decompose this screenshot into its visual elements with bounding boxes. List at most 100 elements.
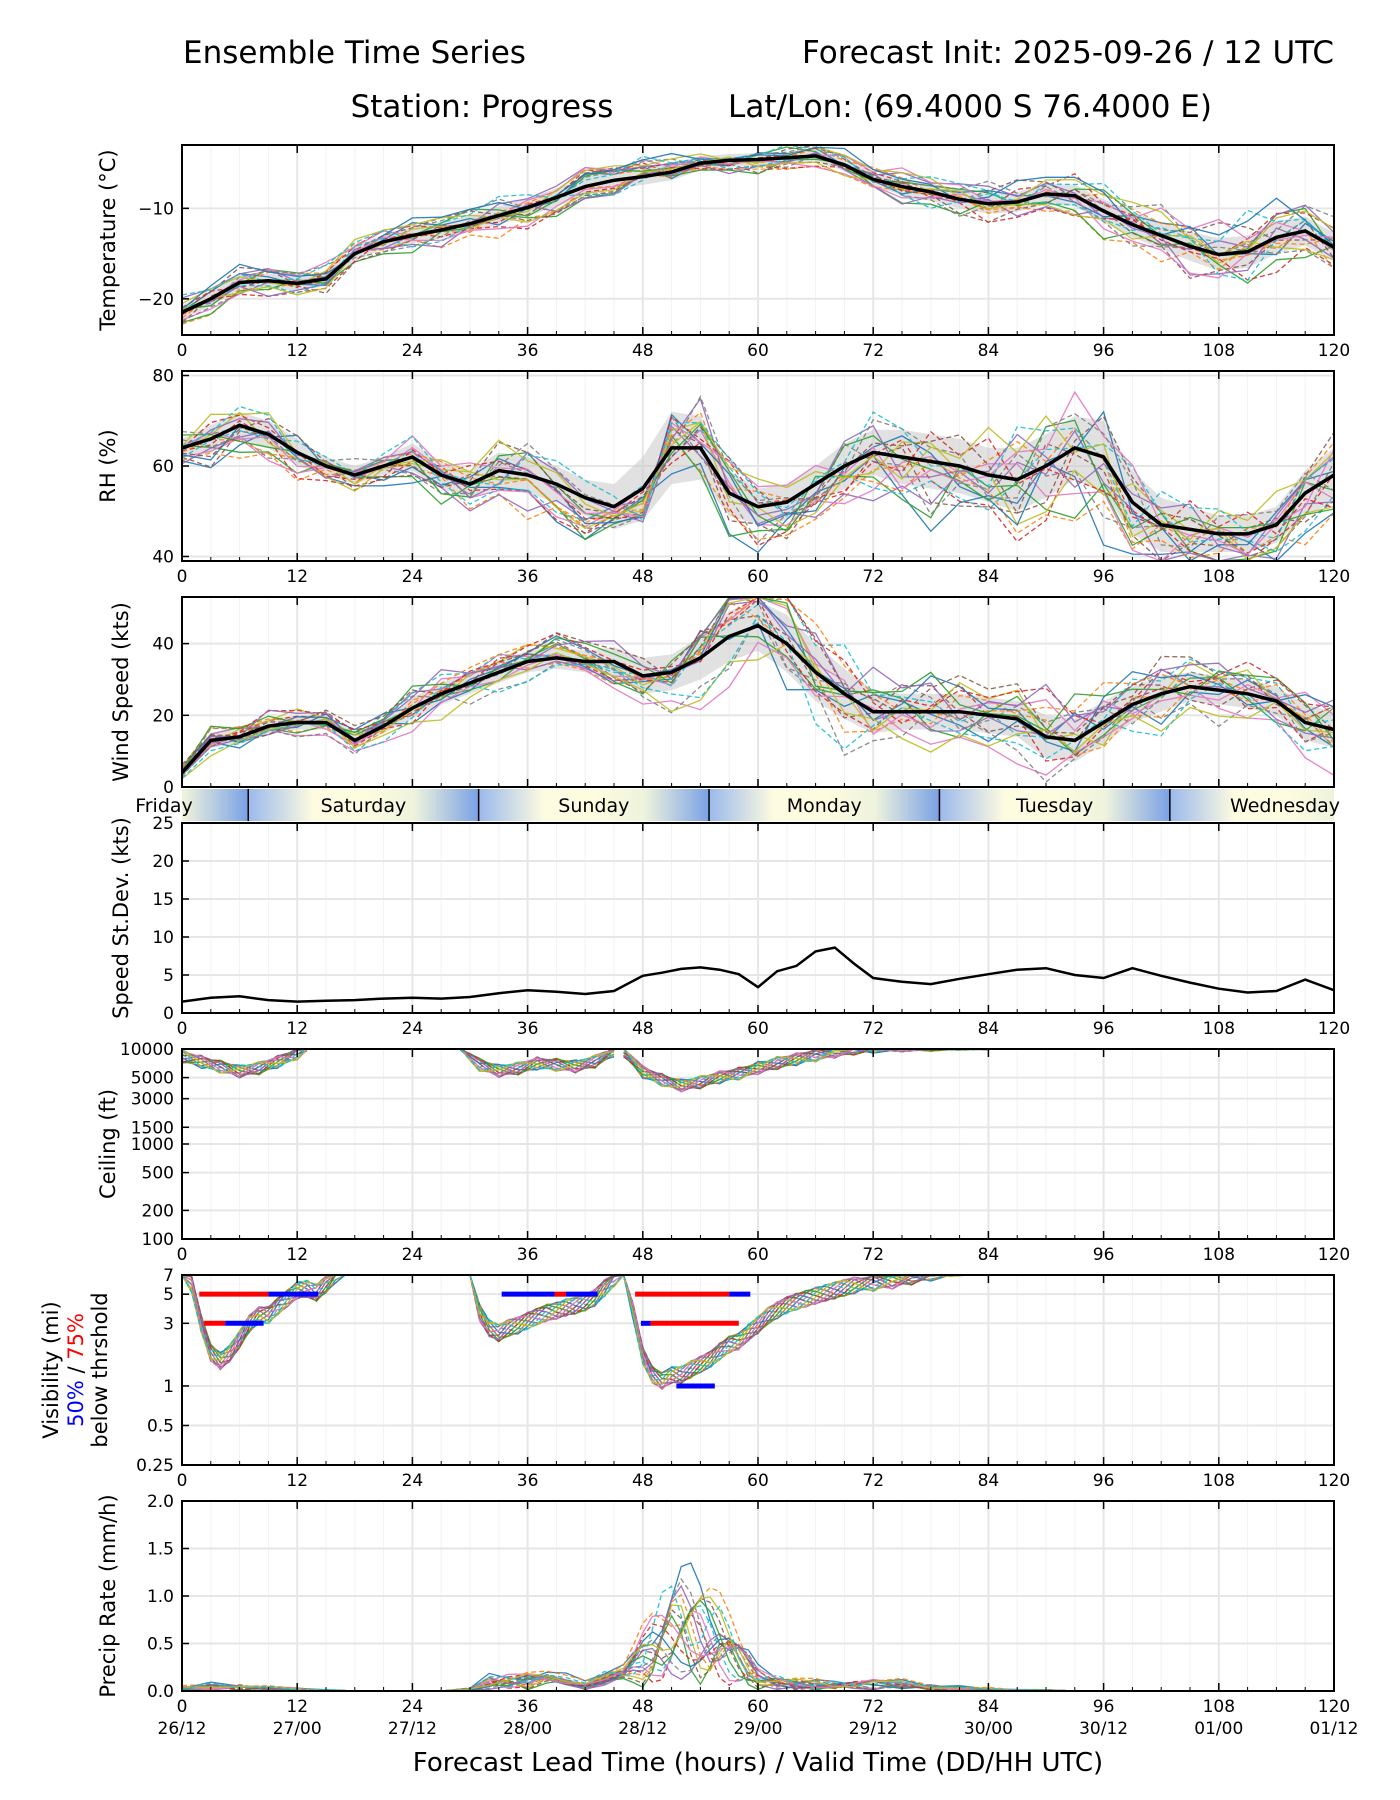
temperature-member-line [182,153,1334,322]
x-tick-label: 36 [517,1471,539,1491]
x-tick-label: 24 [402,341,424,361]
y-tick-label: 10 [152,928,174,948]
visibility-member-line [469,1275,624,1333]
wind-member-line [182,601,1334,769]
temperature-plot-area [182,145,1334,325]
x-tick-label: 12 [286,567,308,587]
threshold-legend-label: 50% / 75% [64,1313,88,1427]
y-tick-label: 1 [163,1377,174,1397]
precip-member-line [182,1632,1334,1691]
panel-stdev: 0 5 10 15 20 25 0 12 24 36 48 60 72 84 96 108 120 Speed S… [109,814,1350,1039]
panel-wind: 0 20 40 Wind Speed (kts) [109,596,1335,798]
y-tick-label: 1.0 [147,1587,174,1607]
panel-rh: 40 60 80 0 12 24 36 48 60 72 84 96 108 120 RH (%) [96,367,1350,587]
ceiling-member-line [182,1049,307,1078]
precip-member-line [182,1562,1334,1691]
precip-member-line [182,1609,1334,1691]
precip-member-line [182,1623,1334,1691]
y-axis-label: Visibility (mi) [39,1301,63,1438]
rh-member-line [182,405,1334,540]
x-tick-label: 108 [1203,1471,1235,1491]
valid-time-label: 27/00 [273,1719,322,1739]
y-tick-label: 80 [152,367,174,387]
wind-member-line [182,597,1334,772]
temperature-member-line [182,146,1334,305]
x-tick-label: 96 [1093,1245,1115,1265]
ceiling-member-line [623,1049,989,1093]
x-tick-label: 24 [402,567,424,587]
precip-member-line [182,1614,1334,1691]
temperature-member-line [182,145,1334,312]
precip-plot-area [182,1562,1334,1691]
x-tick-label: 36 [517,1697,539,1717]
y-tick-label: 5 [163,966,174,986]
visibility-member-line [622,1275,970,1378]
x-tick-label: 12 [286,1471,308,1491]
x-tick-label: 108 [1203,1697,1235,1717]
visibility-member-line [469,1275,624,1342]
x-tick-label: 48 [632,341,654,361]
stdev-line [182,946,1334,1003]
figure-title-right: Forecast Init: 2025-09-26 / 12 UTC [802,35,1334,71]
day-band-segment [939,789,1170,821]
threshold-sublabel: below thrshold [88,1292,112,1447]
x-tick-label: 72 [862,1697,884,1717]
x-tick-label: 36 [517,341,539,361]
visibility-member-line [622,1275,970,1381]
y-tick-label: 60 [152,457,174,477]
visibility-member-line [622,1275,970,1384]
precip-member-line [182,1604,1334,1691]
y-tick-label: 0.5 [147,1416,174,1436]
wind-mean-line [182,623,1334,774]
x-tick-label: 0 [177,567,188,587]
visibility-member-line [622,1275,970,1382]
panel-visibility: 0.25 0.5 1 3 57 0 12 24 36 48 60 72 84 96 108 120 Visibi… [39,1266,1350,1491]
y-tick-label: 1.5 [147,1540,174,1560]
y-tick-label: 3 [163,1314,174,1334]
x-tick-label: 24 [402,1697,424,1717]
ceiling-member-line [182,1049,308,1079]
x-tick-label: 60 [747,1245,769,1265]
x-tick-label: 84 [978,567,1000,587]
y-axis-label: RH (%) [96,429,120,502]
y-axis-label: Precip Rate (mm/h) [96,1494,120,1697]
precip-member-line [182,1634,1334,1691]
day-band-segment [182,789,249,821]
x-tick-label: 84 [978,1471,1000,1491]
rh-member-line [182,395,1334,549]
x-tick-label: 108 [1203,341,1235,361]
valid-time-label: 30/12 [1079,1719,1128,1739]
x-tick-label: 108 [1203,1245,1235,1265]
rh-member-line [182,434,1334,561]
x-tick-label: 24 [402,1471,424,1491]
valid-time-label: 29/12 [849,1719,898,1739]
visibility-member-line [182,1275,346,1362]
valid-time-label: 26/12 [158,1719,207,1739]
panel-temperature: −20 −10 0 12 24 36 48 60 72 84 96 108 120 Temperature… [96,144,1350,361]
ceiling-member-line [623,1049,989,1087]
wind-member-line [182,614,1334,779]
visibility-member-line [182,1275,346,1367]
x-tick-label: 72 [862,1019,884,1039]
x-tick-label: 108 [1203,567,1235,587]
valid-time-label: 30/00 [964,1719,1013,1739]
ceiling-member-line [182,1049,308,1072]
day-band: Friday Saturday Sunday Monday Tuesday Wednesd… [135,789,1340,821]
day-band-segment [1169,789,1334,821]
visibility-member-line [622,1275,970,1382]
figure-title-left: Ensemble Time Series [183,35,526,71]
day-label-monday: Monday [787,795,862,817]
x-tick-label: 120 [1318,1245,1350,1265]
x-tick-label: 0 [177,1697,188,1717]
y-tick-label: 0 [163,1004,174,1024]
y-tick-label: 200 [142,1201,174,1221]
ceiling-member-line [623,1049,989,1091]
y-tick-label: 500 [142,1164,174,1184]
y-tick-label: 1500 [131,1118,174,1138]
x-tick-label: 120 [1318,1019,1350,1039]
visibility-member-line [622,1275,970,1391]
y-tick-label: 25 [152,814,174,834]
x-tick-label: 72 [862,341,884,361]
